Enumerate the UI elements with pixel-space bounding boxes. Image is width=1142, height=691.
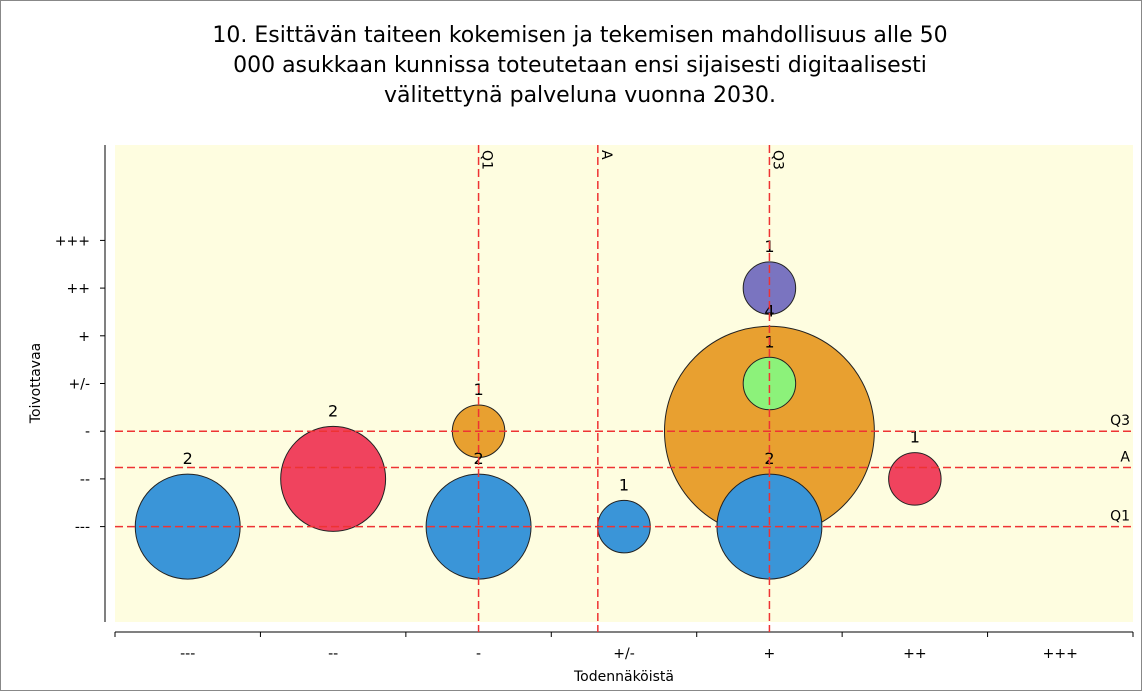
x-axis-label: Todennäköistä — [573, 669, 674, 685]
y-tick-label: ++ — [67, 281, 90, 297]
data-label: 2 — [328, 401, 338, 420]
x-tick-label: ++ — [903, 646, 926, 662]
x-tick-label: - — [476, 646, 481, 662]
reference-label: A — [598, 150, 614, 160]
x-tick-label: +++ — [1043, 646, 1078, 662]
reference-label: Q3 — [769, 150, 785, 170]
chart-title: 10. Esittävän taiteen kokemisen ja tekem… — [212, 23, 947, 48]
y-tick-label: -- — [80, 472, 90, 488]
y-axis-label: Toivottavaa — [28, 343, 44, 424]
data-label: 2 — [183, 449, 193, 468]
data-label: 1 — [619, 475, 629, 494]
chart-title: välitettynä palveluna vuonna 2030. — [384, 83, 776, 108]
reference-label: Q1 — [479, 150, 495, 170]
y-tick-label: +/- — [69, 377, 91, 393]
bubble — [280, 425, 387, 532]
reference-label: A — [1120, 449, 1130, 465]
y-tick-label: + — [78, 329, 90, 345]
y-tick-label: --- — [75, 520, 90, 536]
data-label: 1 — [910, 428, 920, 447]
reference-label: Q3 — [1110, 413, 1130, 429]
x-tick-label: -- — [328, 646, 338, 662]
y-tick-label: - — [85, 424, 90, 440]
reference-label: Q1 — [1110, 509, 1130, 525]
x-tick-label: --- — [180, 646, 195, 662]
chart-title: 000 asukkaan kunnissa toteutetaan ensi s… — [233, 53, 927, 78]
bubble — [888, 452, 942, 506]
y-tick-label: +++ — [55, 233, 90, 249]
x-tick-label: +/- — [613, 646, 635, 662]
x-tick-label: + — [764, 646, 776, 662]
data-label: 4 — [764, 301, 774, 320]
